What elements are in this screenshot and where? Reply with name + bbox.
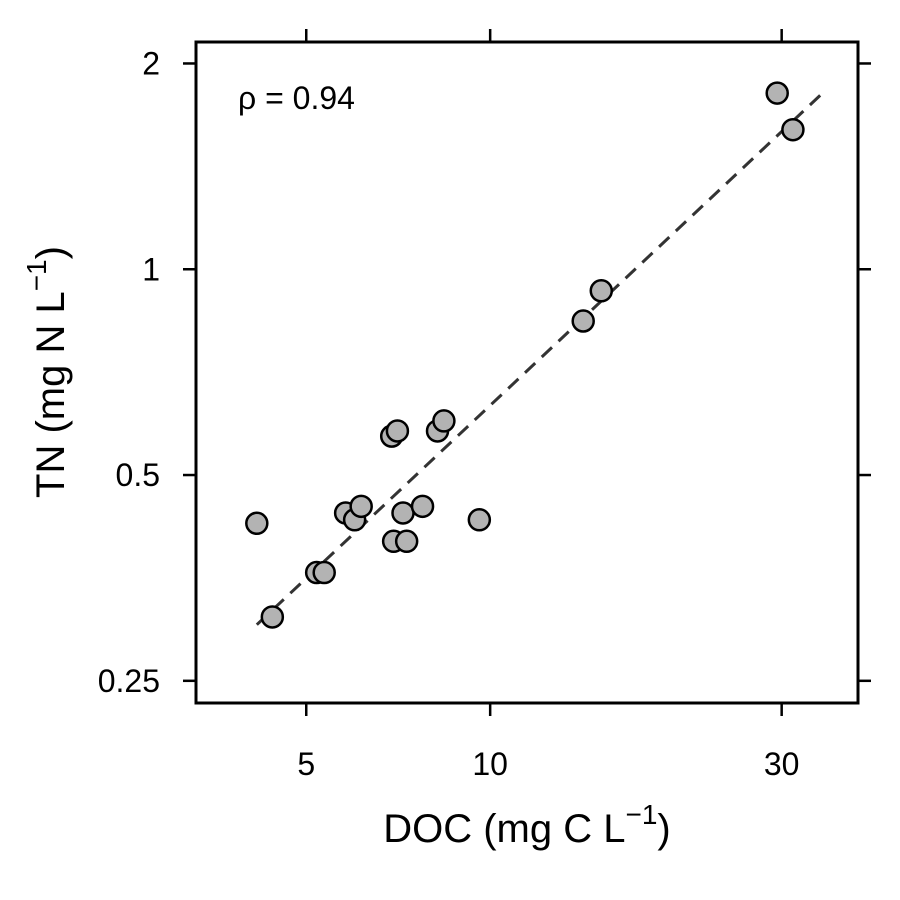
data-point — [349, 494, 373, 519]
data-point — [410, 494, 435, 519]
y-axis-label-suffix: ) — [29, 246, 73, 259]
y-tick-label: 1 — [142, 251, 160, 287]
x-axis-label-superscript: −1 — [625, 799, 657, 830]
data-point — [245, 511, 269, 536]
data-point — [571, 309, 595, 333]
y-tick-label: 0.25 — [98, 663, 160, 699]
data-points — [245, 81, 805, 629]
y-axis-label-text: TN (mg N L — [29, 291, 73, 498]
data-point — [260, 605, 285, 629]
x-axis: 5 10 30 — [297, 29, 799, 782]
data-point — [432, 409, 456, 433]
regression-line — [255, 92, 824, 626]
x-axis-label-suffix: ) — [657, 807, 670, 851]
x-tick-label: 10 — [472, 746, 508, 782]
data-point — [394, 529, 419, 554]
data-point — [765, 81, 789, 105]
x-axis-label-text: DOC (mg C L — [383, 807, 625, 851]
y-axis-label-superscript: −1 — [21, 259, 52, 291]
data-point — [589, 279, 614, 303]
data-point — [467, 508, 492, 532]
correlation-annotation: ρ = 0.94 — [238, 80, 355, 116]
data-point — [312, 560, 336, 585]
x-tick-label: 5 — [297, 746, 315, 782]
data-point — [385, 419, 410, 443]
x-axis-label: DOC (mg C L−1) — [383, 799, 671, 851]
data-point — [391, 501, 415, 525]
trend-line-group — [255, 92, 824, 626]
y-axis: 0.25 0.5 1 2 — [98, 45, 871, 699]
y-tick-label: 0.5 — [116, 457, 160, 493]
data-point — [781, 117, 805, 142]
plot-frame — [194, 40, 860, 705]
y-axis-label: TN (mg N L−1) — [21, 246, 73, 498]
x-tick-label: 30 — [764, 746, 800, 782]
y-tick-label: 2 — [142, 45, 160, 81]
